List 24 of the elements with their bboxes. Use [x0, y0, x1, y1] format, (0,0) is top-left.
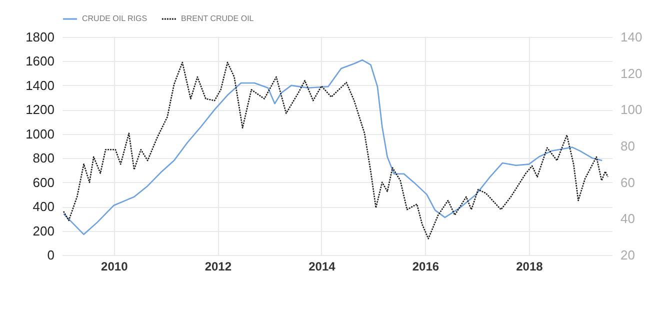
x-tick-label: 2016 — [412, 260, 440, 274]
y-tick-label: 1400 — [26, 78, 54, 93]
y-tick-label: 400 — [32, 199, 54, 214]
y2-tick-label: 120 — [620, 66, 642, 81]
y-tick-label: 0 — [47, 248, 54, 262]
y2-tick-label: 80 — [620, 138, 635, 154]
y-tick-label: 1000 — [26, 126, 54, 142]
y2-tick-label: 60 — [620, 174, 635, 190]
y2-tick-label: 20 — [620, 248, 635, 262]
y-tick-label: 1200 — [26, 102, 54, 118]
legend-label: BRENT CRUDE OIL — [181, 14, 254, 23]
y-tick-label: 1600 — [26, 54, 54, 69]
legend-label: CRUDE OIL RIGS — [82, 14, 148, 23]
y-tick-label: 800 — [32, 150, 54, 166]
y-tick-label: 1800 — [26, 30, 54, 44]
x-tick-label: 2012 — [204, 260, 232, 274]
y-tick-label: 600 — [32, 174, 54, 190]
x-tick-label: 2018 — [516, 260, 544, 274]
y2-tick-label: 140 — [620, 30, 642, 44]
x-tick-label: 2014 — [308, 260, 336, 274]
x-tick-label: 2010 — [101, 260, 128, 274]
y2-tick-label: 100 — [620, 102, 642, 118]
y2-tick-label: 40 — [620, 211, 635, 226]
y-tick-label: 200 — [32, 223, 54, 238]
